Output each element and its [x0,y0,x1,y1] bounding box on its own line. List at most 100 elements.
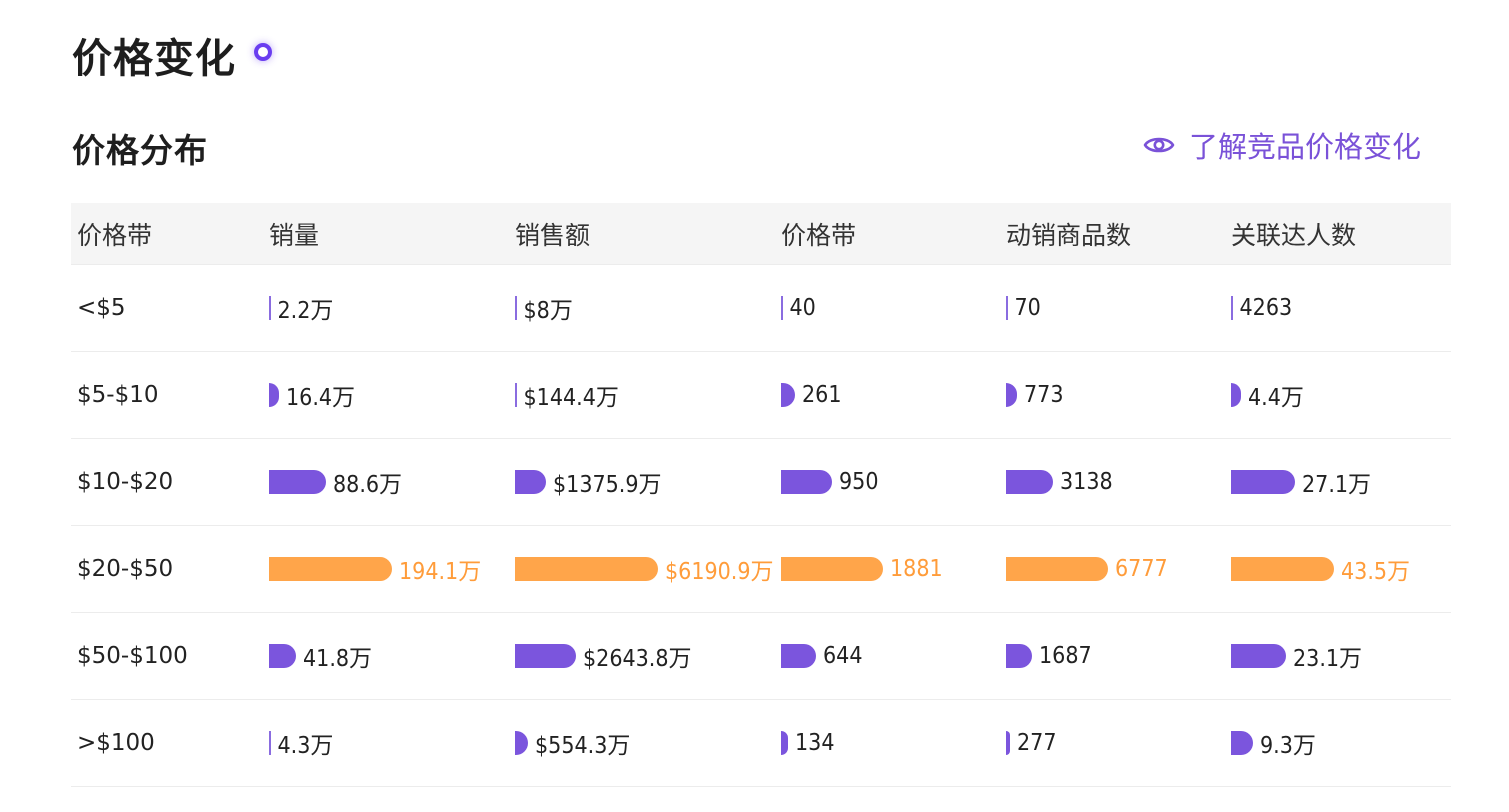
metric-bar [781,470,832,494]
price-range-label: $5-$10 [77,382,159,408]
learn-competitor-price-link[interactable]: 了解竞品价格变化 [1143,124,1421,166]
metric-cell: 261 [781,382,1006,408]
metric-cell: 27.1万 [1231,465,1451,499]
metric-cell: 644 [781,643,1006,669]
metric-value: 950 [839,469,879,495]
metric-cell: 9.3万 [1231,726,1451,760]
metric-value: $554.3万 [535,733,631,759]
column-header: 销量 [269,220,320,250]
metric-bar [515,644,576,668]
metric-value: 43.5万 [1341,559,1411,585]
status-dot-icon [254,43,272,61]
metric-bar [515,731,528,755]
metric-value: 9.3万 [1260,733,1316,759]
learn-link-label: 了解竞品价格变化 [1188,130,1421,164]
metric-cell: 40 [781,295,1006,321]
metric-bar [269,731,271,755]
metric-value: 194.1万 [399,559,482,585]
column-header: 关联达人数 [1231,220,1357,250]
metric-value: 6777 [1115,556,1168,582]
metric-value: $2643.8万 [583,646,692,672]
metric-cell: 4.3万 [269,726,515,760]
metric-value: 70 [1014,295,1041,321]
metric-bar [269,470,326,494]
column-header: 销售额 [515,220,591,250]
metric-bar [1006,296,1008,320]
metric-cell: 194.1万 [269,552,515,586]
table-row: $20-$50 194.1万 $6190.9万 1881 6777 43.5万 [71,526,1451,613]
metric-value: $6190.9万 [665,559,774,585]
metric-bar [1006,383,1017,407]
price-range-label: <$5 [77,295,126,321]
metric-cell: 4.4万 [1231,378,1451,412]
metric-value: 773 [1024,382,1064,408]
metric-bar [1006,557,1108,581]
metric-bar [1006,470,1053,494]
metric-value: 2.2万 [277,298,334,324]
metric-cell: 2.2万 [269,291,515,325]
metric-value: 4263 [1239,295,1293,321]
table-row: $50-$100 41.8万 $2643.8万 644 1687 23.1万 [71,613,1451,700]
metric-bar [269,644,296,668]
metric-bar [1231,731,1253,755]
metric-cell: 88.6万 [269,465,515,499]
metric-value: $144.4万 [523,385,619,411]
metric-bar [1231,644,1286,668]
metric-value: 1687 [1039,643,1092,669]
metric-value: 41.8万 [303,646,373,672]
table-row: >$100 4.3万 $554.3万 134 277 9.3万 [71,700,1451,787]
metric-cell: 6777 [1006,556,1231,582]
metric-bar [1231,296,1233,320]
metric-value: 644 [823,643,863,669]
metric-bar [269,383,279,407]
metric-bar [515,557,658,581]
metric-bar [269,296,271,320]
metric-cell: 43.5万 [1231,552,1451,586]
metric-cell: $2643.8万 [515,639,781,673]
price-range-label: >$100 [77,730,155,756]
metric-value: 261 [802,382,842,408]
metric-bar [515,470,546,494]
section-title: 价格分布 [72,131,208,170]
metric-bar [1006,644,1032,668]
metric-value: 4.3万 [277,733,334,759]
metric-cell: 950 [781,469,1006,495]
price-range-label: $10-$20 [77,469,174,495]
metric-value: 134 [795,730,835,756]
metric-value: 23.1万 [1293,646,1363,672]
metric-cell: $554.3万 [515,726,781,760]
metric-value: $8万 [523,298,573,324]
table-header: 价格带 销量 销售额 价格带 动销商品数 关联达人数 [71,203,1451,265]
table-row: $10-$20 88.6万 $1375.9万 950 3138 27.1万 [71,439,1451,526]
metric-value: 3138 [1060,469,1113,495]
column-header: 价格带 [77,220,153,250]
metric-bar [515,383,517,407]
metric-bar [781,296,783,320]
metric-bar [1006,731,1010,755]
metric-cell: 41.8万 [269,639,515,673]
metric-cell: 23.1万 [1231,639,1451,673]
eye-icon [1143,137,1175,153]
metric-value: 40 [789,295,816,321]
metric-cell: $1375.9万 [515,465,781,499]
metric-cell: $6190.9万 [515,552,781,586]
metric-cell: 4263 [1231,295,1451,321]
metric-bar [515,296,517,320]
metric-value: 277 [1017,730,1057,756]
metric-cell: 134 [781,730,1006,756]
metric-cell: 1881 [781,556,1006,582]
metric-bar [1231,557,1334,581]
metric-bar [269,557,392,581]
page-title-block: 价格变化 [72,26,272,84]
metric-bar [781,644,816,668]
column-header: 价格带 [781,220,857,250]
price-range-label: $50-$100 [77,643,188,669]
column-header: 动销商品数 [1006,220,1132,250]
metric-bar [1231,383,1241,407]
metric-cell: $144.4万 [515,378,781,412]
metric-cell: $8万 [515,291,781,325]
metric-cell: 1687 [1006,643,1231,669]
metric-bar [781,383,795,407]
metric-value: 1881 [890,556,943,582]
metric-cell: 70 [1006,295,1231,321]
